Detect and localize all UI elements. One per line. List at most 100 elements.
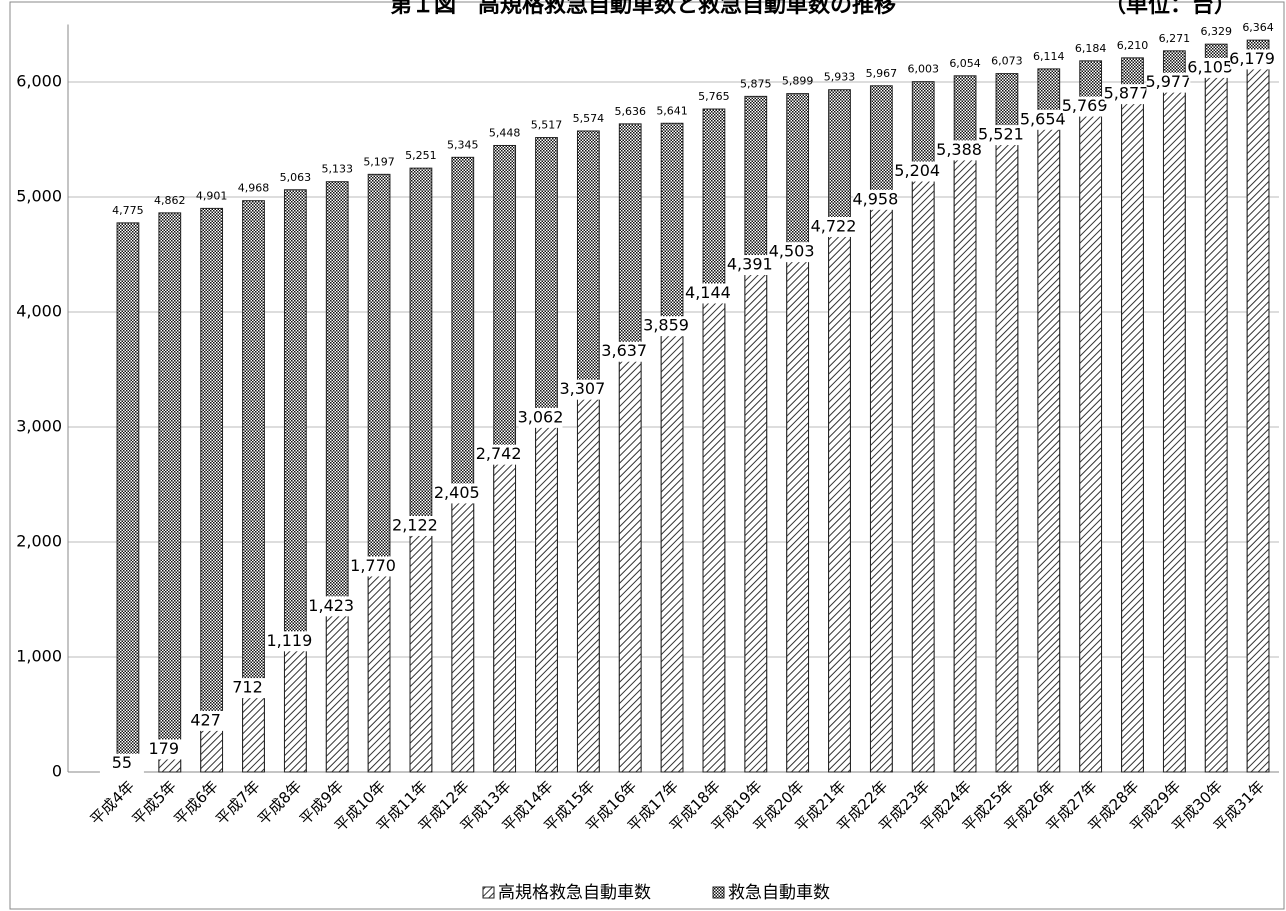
value-label-bg <box>1230 49 1275 70</box>
value-label-bg <box>141 739 186 760</box>
value-label-bg <box>518 407 563 428</box>
value-label-bg <box>309 596 354 617</box>
bar <box>535 419 558 773</box>
value-label-bg <box>1062 96 1107 117</box>
value-label: 1,119 <box>266 631 312 650</box>
value-label: 4,958 <box>852 189 898 208</box>
y-tick-label: 5,000 <box>16 187 62 206</box>
bar <box>493 456 517 773</box>
value-label: 5,133 <box>321 163 353 176</box>
value-label: 6,210 <box>1117 39 1149 52</box>
value-label: 4,968 <box>238 182 270 195</box>
value-label-bg <box>183 710 228 731</box>
value-label-bg <box>267 631 312 652</box>
bar <box>576 391 600 773</box>
value-label: 5,769 <box>1062 96 1108 115</box>
value-label: 5,765 <box>698 90 730 103</box>
value-label: 5,654 <box>1020 109 1066 128</box>
bar <box>1037 121 1061 773</box>
value-label-bg <box>225 678 270 699</box>
value-label: 4,862 <box>154 194 186 207</box>
value-label: 6,105 <box>1187 57 1233 76</box>
bar <box>1246 60 1270 773</box>
value-label: 5,197 <box>363 155 395 168</box>
bar <box>158 212 182 773</box>
value-label-bg <box>1188 57 1233 78</box>
x-tick-label: 平成6年 <box>170 777 221 828</box>
bar <box>1204 69 1228 773</box>
value-label-bg <box>602 341 647 362</box>
value-label-bg <box>644 316 689 337</box>
value-label-bg <box>769 242 814 263</box>
value-label: 4,722 <box>811 216 857 235</box>
y-tick-label: 0 <box>52 762 62 781</box>
value-label: 6,073 <box>991 55 1023 68</box>
value-label: 5,977 <box>1145 72 1191 91</box>
bar <box>1162 84 1186 773</box>
value-label: 5,636 <box>614 105 646 118</box>
legend-swatch <box>482 886 495 899</box>
value-label: 5,448 <box>489 126 521 139</box>
value-label: 6,329 <box>1200 25 1232 38</box>
value-label-bg <box>476 444 521 465</box>
bar <box>786 253 810 773</box>
value-label: 6,003 <box>907 63 939 76</box>
value-label: 5,388 <box>936 140 982 159</box>
bar <box>995 136 1019 773</box>
value-label: 1,770 <box>350 556 396 575</box>
bar <box>744 266 768 773</box>
value-label: 5,517 <box>531 119 563 132</box>
x-tick-label: 平成4年 <box>87 777 138 828</box>
value-label: 3,637 <box>601 341 647 360</box>
value-label: 3,062 <box>518 407 564 426</box>
value-label: 6,271 <box>1159 32 1191 45</box>
bar <box>953 151 977 773</box>
y-tick-label: 2,000 <box>16 532 62 551</box>
value-label-bg <box>811 216 856 237</box>
value-label: 4,901 <box>196 189 228 202</box>
value-label: 3,307 <box>559 379 605 398</box>
bar <box>200 207 224 773</box>
value-label: 2,742 <box>476 444 522 463</box>
value-label: 5,877 <box>1104 84 1150 103</box>
value-label: 5,875 <box>740 77 772 90</box>
value-label-bg <box>392 515 437 536</box>
value-label: 2,405 <box>434 483 480 502</box>
bar <box>911 173 935 773</box>
bar <box>367 567 391 773</box>
value-label: 2,122 <box>392 515 438 534</box>
chart-subtitle: （単位：台） <box>1104 0 1236 18</box>
bar <box>869 201 893 773</box>
value-label-bg <box>895 161 940 182</box>
value-label-bg <box>434 483 479 504</box>
value-label-bg <box>1020 109 1065 130</box>
value-label-bg <box>351 556 396 577</box>
y-tick-label: 6,000 <box>16 72 62 91</box>
bar <box>242 689 265 773</box>
chart-title: 第１図 高規格救急自動車数と救急自動車数の推移 <box>390 0 896 18</box>
bar <box>283 642 307 773</box>
bar <box>828 228 851 773</box>
value-label: 6,114 <box>1033 50 1065 63</box>
value-label: 6,184 <box>1075 42 1107 55</box>
value-label: 6,054 <box>949 57 981 70</box>
frame <box>9 1 1285 910</box>
value-label: 5,204 <box>894 161 940 180</box>
legend-swatch <box>712 886 725 899</box>
value-label: 5,933 <box>824 71 856 84</box>
value-label: 5,521 <box>978 125 1024 144</box>
value-label: 5,345 <box>447 138 479 151</box>
value-label: 4,144 <box>685 283 731 302</box>
value-label: 5,574 <box>573 112 605 125</box>
value-label: 3,859 <box>643 316 689 335</box>
value-label: 712 <box>232 678 263 697</box>
bar <box>1121 95 1144 773</box>
value-label-bg <box>1146 72 1191 93</box>
y-tick-label: 1,000 <box>16 647 62 666</box>
value-label: 5,641 <box>656 104 688 117</box>
bar <box>409 527 433 773</box>
value-label-bg <box>727 255 772 276</box>
value-label-bg <box>978 125 1023 146</box>
x-tick-label: 平成8年 <box>254 777 305 828</box>
